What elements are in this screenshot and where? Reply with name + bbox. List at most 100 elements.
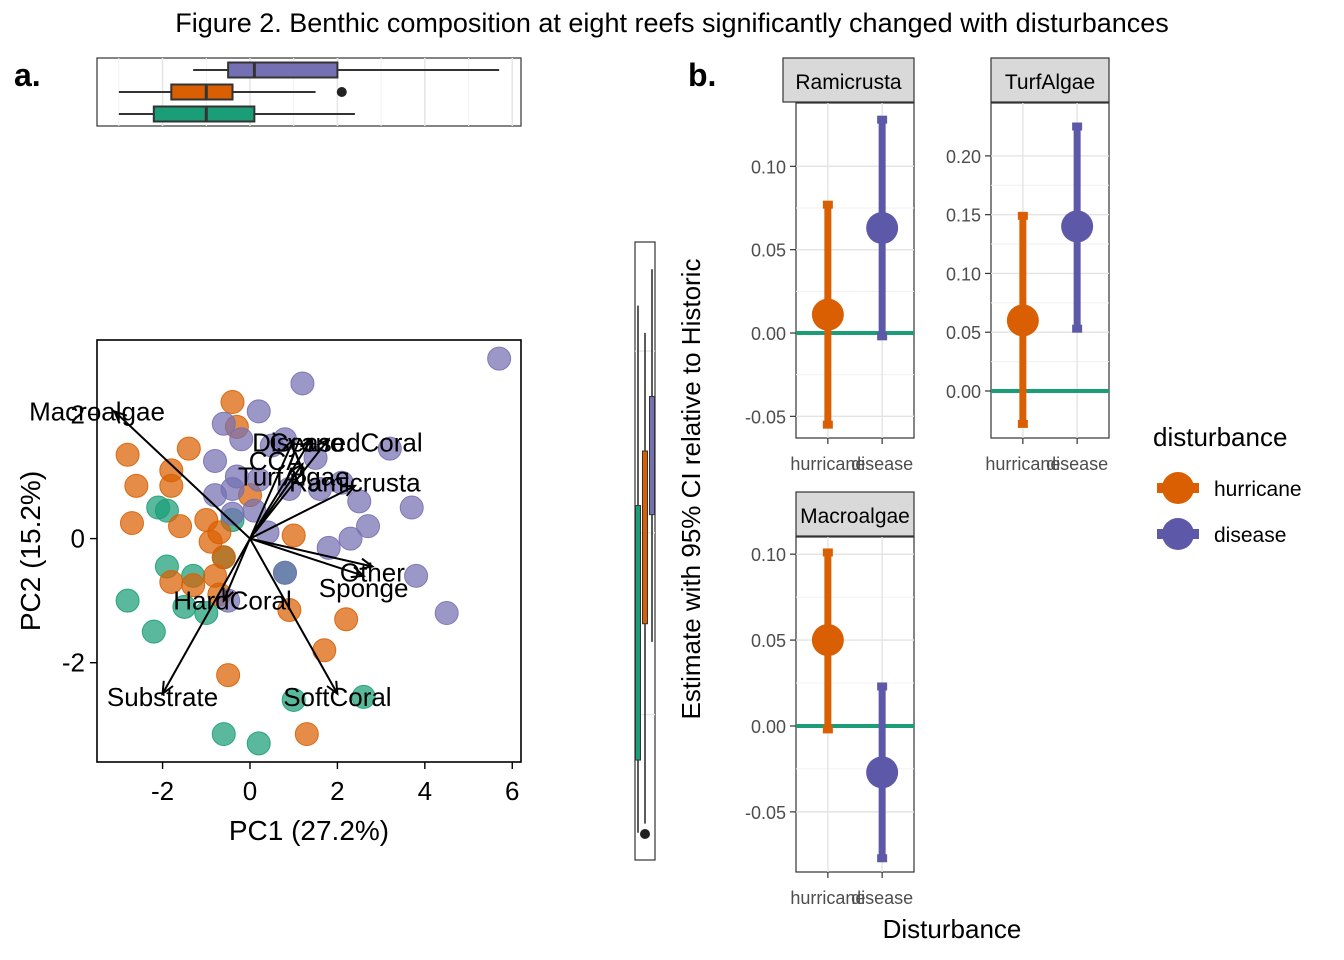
pca-point-disease — [246, 467, 271, 492]
facet-x-tick-label: hurricane — [790, 888, 865, 908]
pca-x-axis-label: PC1 (27.2%) — [229, 815, 389, 846]
pca-biplot: Macroalgae Substrate HardCoral SoftCoral Spo… — [15, 339, 522, 846]
facet-y-tick-label: 0.10 — [946, 264, 981, 284]
facet-x-tick-label: disease — [851, 454, 913, 474]
estimate-y-axis-label: Estimate with 95% CI relative to Histori… — [676, 259, 706, 720]
loading-arrow-cca — [249, 438, 295, 539]
loading-arrowhead-cca — [283, 437, 295, 453]
pca-point-hurricane — [115, 442, 140, 467]
facet-y-tick-label: 0.05 — [751, 241, 786, 261]
ci-cap-high-hurricane — [822, 548, 833, 557]
legend-key-cap-hurricane — [1157, 483, 1163, 493]
pca-point-disease — [220, 501, 245, 526]
facet-x-tick-label: disease — [1046, 454, 1108, 474]
facet-panel-macroalgae — [795, 536, 915, 873]
loading-label-sponge: Sponge — [319, 573, 409, 603]
pca-point-hurricane — [334, 607, 359, 632]
pca-point-hurricane — [216, 663, 241, 688]
facet-panel-turfalgae — [990, 102, 1110, 439]
pca-point-disease — [229, 427, 254, 452]
legend-entries: hurricane disease — [1157, 472, 1302, 550]
facet-x-tick-label: hurricane — [985, 454, 1060, 474]
loading-arrowhead-cyano — [299, 437, 313, 453]
pca-y-tick-label: -2 — [62, 648, 85, 678]
pca-point-hurricane — [281, 523, 306, 548]
legend-key-cap-disease — [1193, 529, 1199, 539]
facet-y-tick-label: 0.15 — [946, 206, 981, 226]
loading-arrowhead-softcoral — [326, 680, 339, 696]
panel-b-label: b. — [688, 57, 716, 93]
disturbance-estimates-panel: Ramicrusta-0.050.000.050.10hurricanedise… — [745, 57, 1110, 908]
ci-cap-high-hurricane — [1017, 211, 1028, 220]
pca-x-tick-label: 2 — [330, 776, 344, 806]
facet-y-tick-label: 0.20 — [946, 147, 981, 167]
pca-point-hurricane — [159, 473, 184, 498]
ci-cap-low-disease — [877, 854, 888, 863]
estimate-x-axis-label: Disturbance — [883, 914, 1022, 944]
legend-key-point-disease — [1162, 518, 1194, 550]
pca-point-disease — [272, 560, 297, 585]
loading-label-other: Other — [340, 558, 405, 588]
pc1-marginal-boxplot — [96, 57, 522, 127]
pca-point-disease — [211, 411, 236, 436]
legend-label-hurricane: hurricane — [1214, 478, 1302, 501]
loading-label-diseasedcoral: DiseasedCoral — [252, 427, 423, 457]
pca-point-disease — [347, 489, 372, 514]
loading-arrow-softcoral — [249, 538, 339, 695]
loading-label-substrate: Substrate — [107, 682, 218, 712]
loading-arrow-sponge — [249, 537, 364, 577]
facet-y-tick-label: 0.05 — [751, 631, 786, 651]
pc1-box-disease — [227, 61, 339, 79]
facet-y-tick-label: -0.05 — [745, 407, 786, 427]
facet-panel-ramicrusta — [795, 102, 915, 439]
facet-y-tick-label: 0.05 — [946, 323, 981, 343]
estimate-point-disease — [866, 212, 899, 244]
facet-strip-macroalgae — [795, 491, 915, 537]
pc2-box-disease — [649, 396, 655, 516]
estimate-point-disease — [866, 756, 899, 789]
pca-point-disease — [487, 346, 512, 371]
loading-arrowhead-ramicrusta — [341, 484, 358, 497]
loading-arrow-diseasedcoral — [249, 438, 330, 540]
facet-y-tick-label: 0.10 — [751, 157, 786, 177]
facet-y-tick-label: 0.00 — [946, 382, 981, 402]
pc2-marginal-boxplot — [634, 241, 656, 861]
ci-cap-high-hurricane — [822, 200, 833, 209]
pca-point-historic — [172, 594, 197, 619]
ci-cap-low-hurricane — [822, 420, 833, 429]
facet-strip-ramicrusta — [782, 57, 915, 103]
loading-arrowhead-substrate — [161, 680, 174, 696]
pca-y-tick-label: 2 — [71, 399, 85, 429]
pc1-box-outlier-hurricane — [336, 87, 347, 97]
pca-point-historic — [141, 619, 166, 644]
loading-arrow-hardcoral — [222, 538, 251, 602]
pc2-box-hurricane — [642, 450, 648, 625]
facet-strip-turfalgae — [990, 57, 1110, 103]
pca-point-disease — [399, 495, 424, 520]
pca-point-disease — [434, 601, 459, 626]
facet-strip-label-ramicrusta: Ramicrusta — [795, 71, 902, 94]
legend-label-disease: disease — [1214, 524, 1286, 547]
pca-point-disease — [220, 476, 245, 501]
pca-point-disease — [377, 436, 402, 461]
pca-point-disease — [338, 526, 363, 551]
pca-point-historic — [211, 722, 236, 747]
ci-cap-low-hurricane — [1017, 419, 1028, 428]
loading-arrow-ramicrusta — [249, 484, 356, 540]
facet-y-tick-label: 0.00 — [751, 324, 786, 344]
facet-x-tick-label: disease — [851, 888, 913, 908]
loading-arrowhead-other — [359, 557, 375, 571]
loading-arrowhead-turfalgae — [290, 462, 304, 478]
pca-point-historic — [351, 684, 376, 709]
loading-arrow-other — [249, 537, 373, 568]
estimate-point-hurricane — [811, 624, 844, 657]
pca-point-disease — [316, 535, 341, 560]
pca-point-hurricane — [119, 511, 144, 536]
pca-axes: -2 0 2 4 6 -2 0 2 — [62, 399, 520, 806]
ci-cap-low-disease — [877, 332, 888, 341]
pca-point-historic — [281, 687, 306, 712]
pca-point-historic — [246, 731, 271, 756]
figure-title: Figure 2. Benthic composition at eight r… — [175, 8, 1169, 38]
loading-arrowhead-diseasedcoral — [316, 437, 331, 453]
loading-label-cca: CCA — [249, 446, 305, 476]
